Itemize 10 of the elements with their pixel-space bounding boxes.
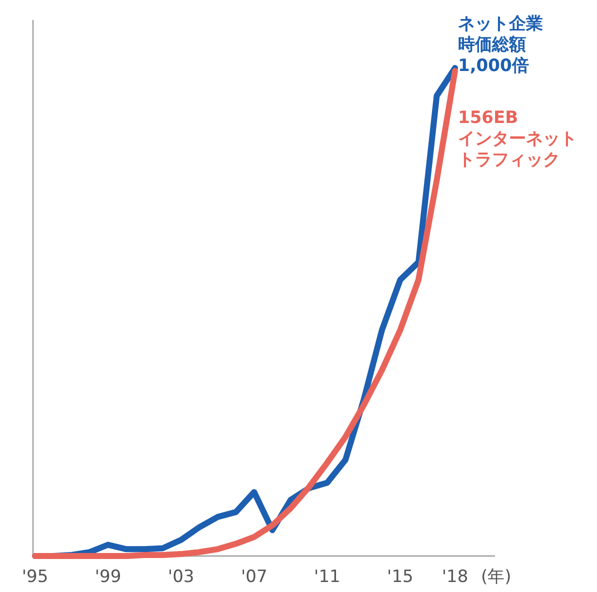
- x-axis-title: (年): [481, 567, 512, 587]
- x-tick-label: '03: [168, 567, 194, 587]
- x-tick-label: '15: [387, 567, 414, 587]
- x-tick-label: '11: [314, 567, 340, 587]
- series-label: ネット企業時価総額 1,000倍: [458, 14, 544, 77]
- x-tick-label: '99: [94, 567, 122, 587]
- x-tick-label: '95: [22, 567, 48, 587]
- x-tick-label: '18: [442, 567, 468, 587]
- series-label: 156EB インターネットトラフィック: [458, 108, 578, 171]
- x-tick-label: '07: [240, 567, 268, 587]
